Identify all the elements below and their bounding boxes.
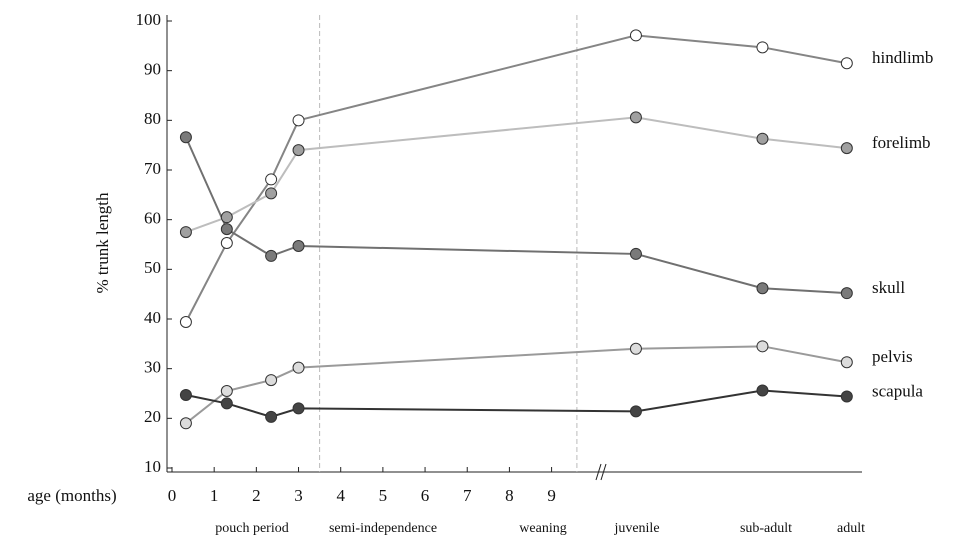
data-point — [629, 405, 642, 418]
data-point — [179, 388, 192, 401]
data-point — [756, 340, 769, 353]
y-tick-label: 80 — [144, 109, 161, 128]
data-point — [292, 361, 305, 374]
period-label: pouch period — [215, 521, 288, 536]
x-tick-label: 6 — [421, 486, 430, 505]
data-point — [265, 187, 278, 200]
x-tick-label: 8 — [505, 486, 514, 505]
data-point — [179, 315, 192, 328]
y-tick-label: 10 — [144, 457, 161, 476]
series-label: hindlimb — [872, 48, 933, 67]
y-tick-label: 30 — [144, 358, 161, 377]
data-point — [629, 111, 642, 124]
data-point — [179, 131, 192, 144]
data-point — [179, 417, 192, 430]
x-tick-label: 4 — [336, 486, 345, 505]
data-point — [265, 173, 278, 186]
data-point — [840, 390, 853, 403]
data-point — [629, 342, 642, 355]
x-tick-label: 2 — [252, 486, 261, 505]
x-tick-label: 9 — [547, 486, 556, 505]
data-point — [756, 41, 769, 54]
x-tick-label: 5 — [379, 486, 388, 505]
data-point — [292, 114, 305, 127]
x-axis-label: age (months) — [27, 486, 116, 505]
x-tick-label: 0 — [168, 486, 177, 505]
y-tick-label: 100 — [136, 10, 162, 29]
data-point — [840, 57, 853, 70]
y-tick-label: 50 — [144, 258, 161, 277]
data-point — [756, 132, 769, 145]
data-point — [220, 211, 233, 224]
data-point — [265, 374, 278, 387]
period-label: weaning — [519, 521, 566, 536]
axis-break — [595, 463, 607, 481]
data-point — [179, 226, 192, 239]
series-line — [185, 389, 847, 418]
y-tick-label: 20 — [144, 407, 161, 426]
series-line — [185, 34, 848, 323]
series-label: scapula — [872, 381, 923, 400]
y-axis-label: % trunk length — [93, 192, 112, 294]
series-label: forelimb — [872, 133, 931, 152]
period-label: juvenile — [613, 521, 659, 536]
data-point — [756, 384, 769, 397]
data-point — [265, 410, 278, 423]
data-point — [220, 237, 233, 250]
x-tick-label: 1 — [210, 486, 219, 505]
data-point — [292, 402, 305, 415]
data-point — [292, 144, 305, 157]
data-point — [840, 356, 853, 369]
period-label: adult — [837, 521, 865, 536]
period-label: sub-adult — [740, 521, 792, 536]
series-line — [185, 136, 847, 295]
data-point — [629, 247, 642, 260]
period-label: semi-independence — [329, 521, 437, 536]
data-point — [629, 29, 642, 42]
y-tick-label: 60 — [144, 209, 161, 228]
series-label: skull — [872, 278, 905, 297]
data-point — [220, 223, 233, 236]
data-point — [840, 287, 853, 300]
data-point — [292, 239, 305, 252]
data-point — [265, 249, 278, 262]
x-tick-label: 3 — [294, 486, 303, 505]
y-tick-label: 90 — [144, 60, 161, 79]
series-line — [185, 116, 847, 234]
data-point — [756, 282, 769, 295]
data-point — [220, 385, 233, 398]
y-tick-label: 70 — [144, 159, 161, 178]
data-point — [220, 397, 233, 410]
data-point — [840, 142, 853, 155]
series-label: pelvis — [872, 347, 913, 366]
y-tick-label: 40 — [144, 308, 161, 327]
x-tick-label: 7 — [463, 486, 472, 505]
